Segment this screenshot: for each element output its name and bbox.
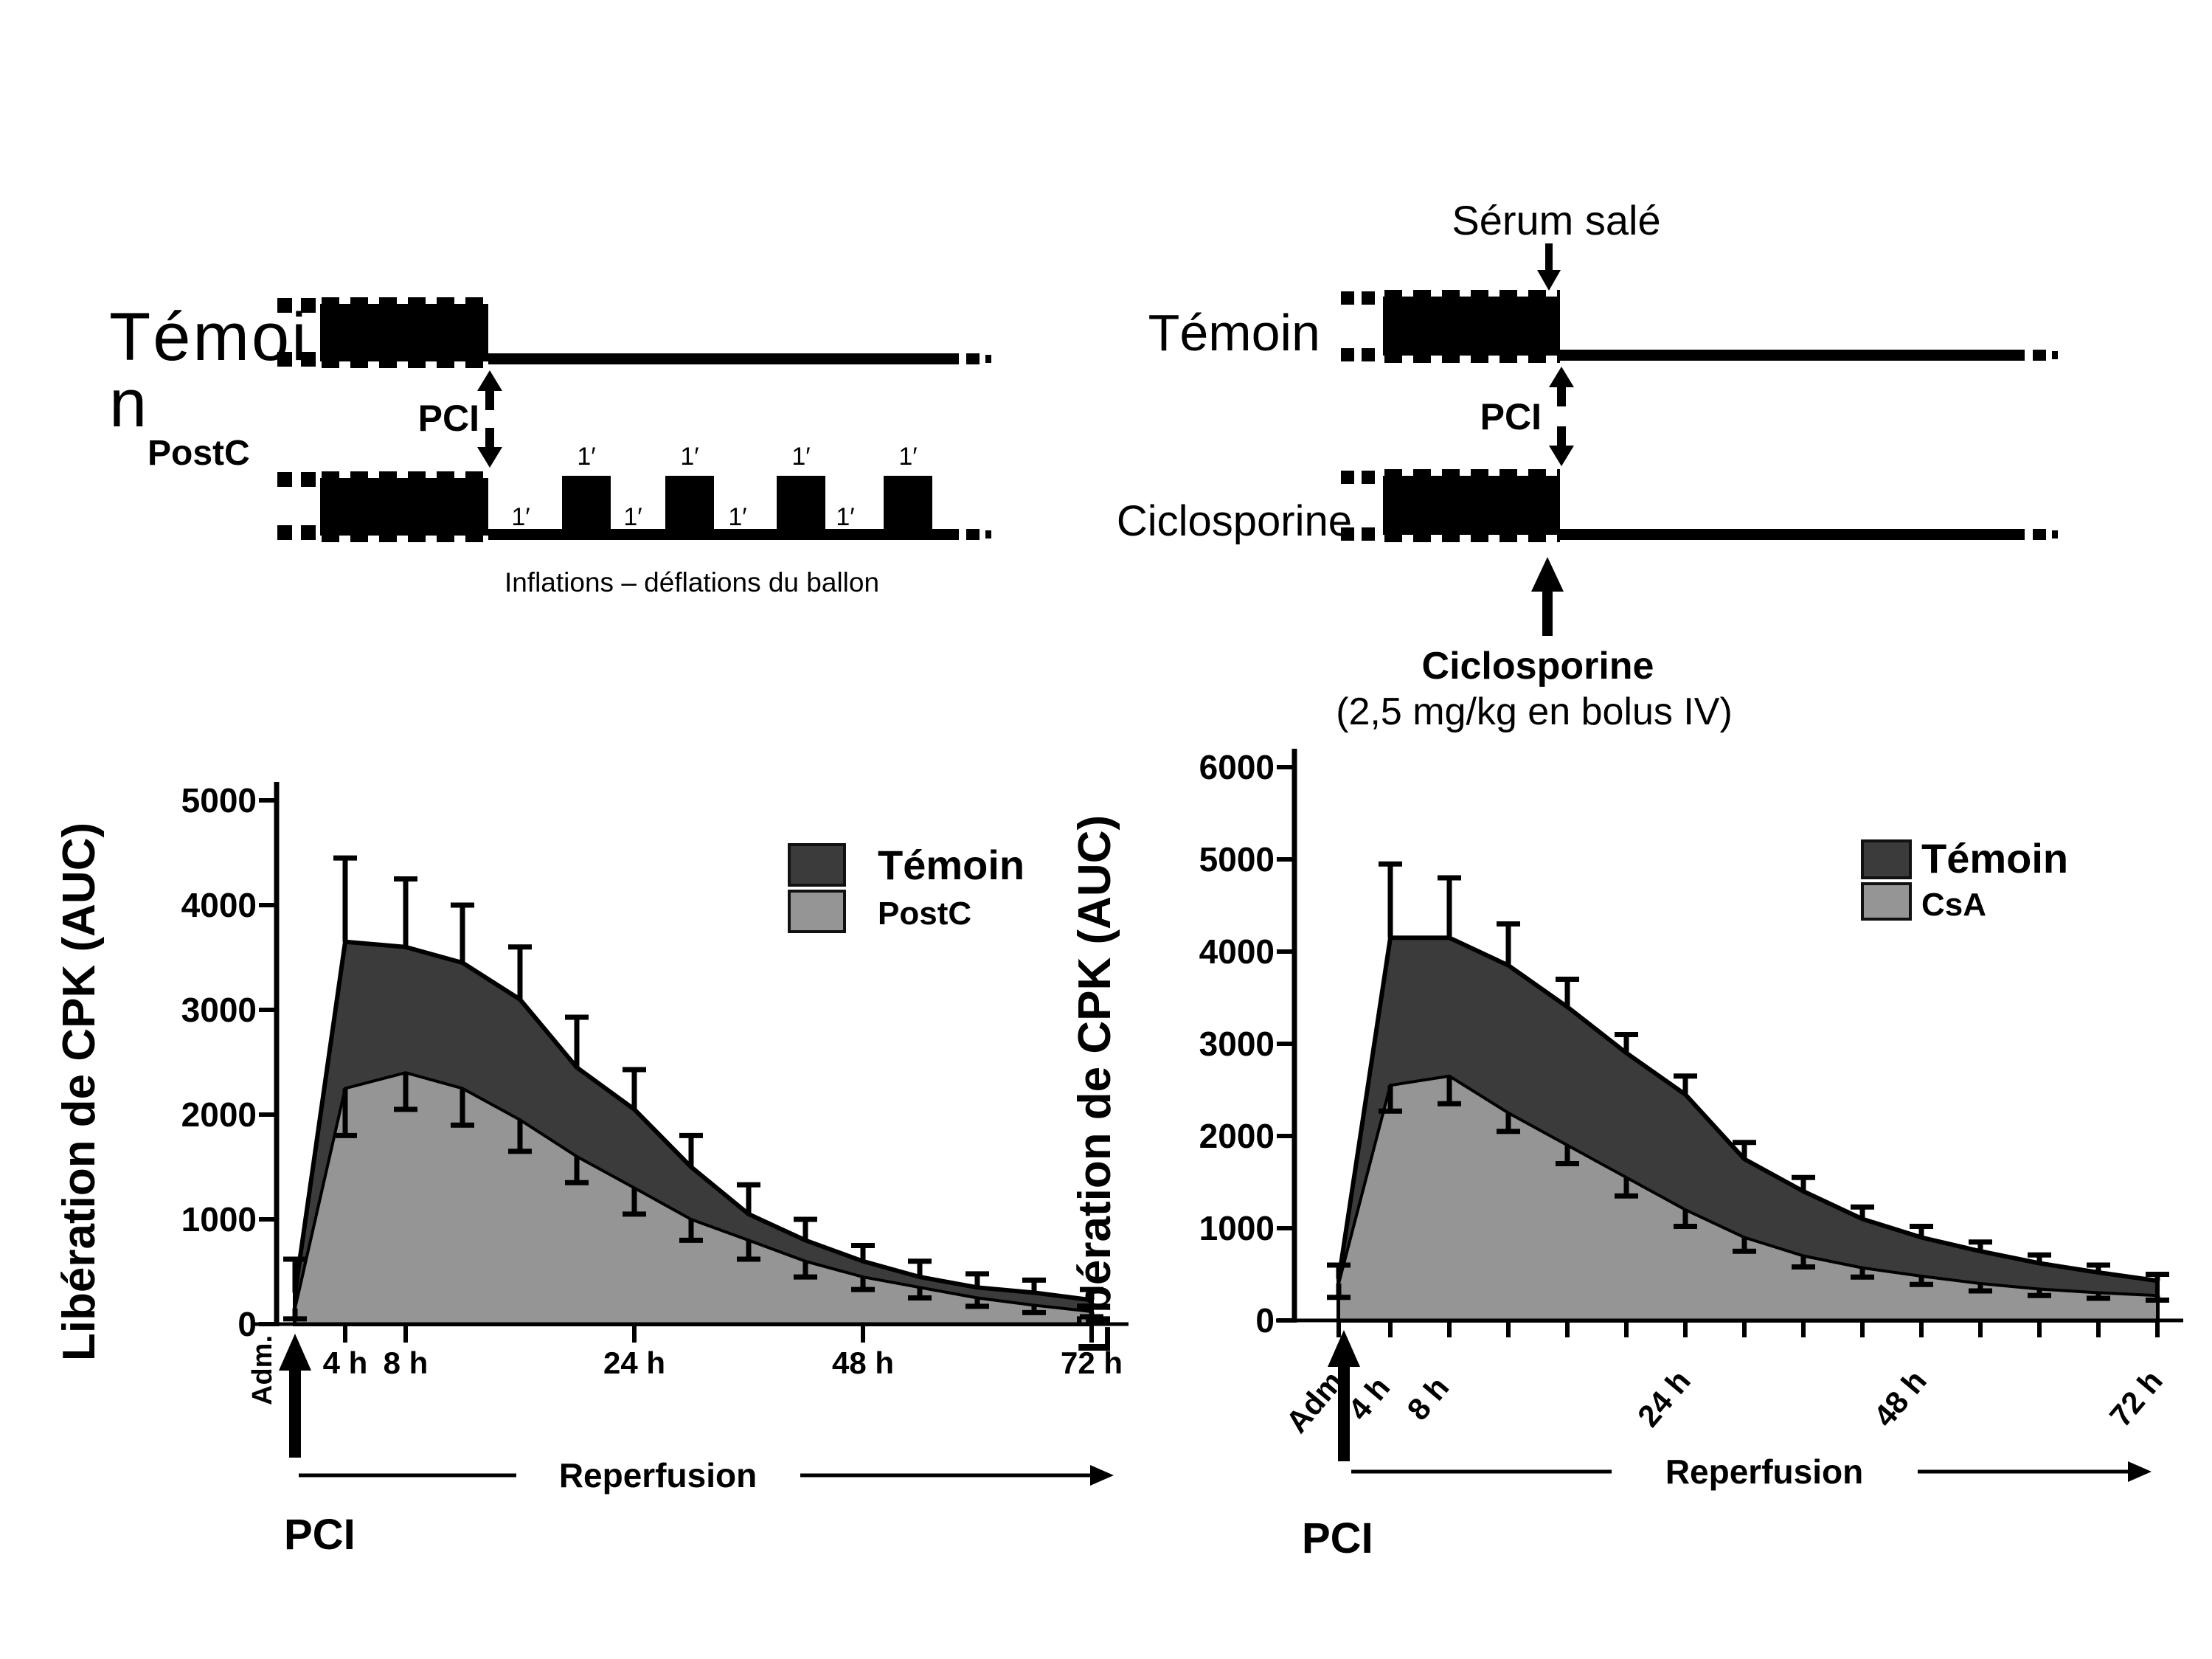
legend-swatch-csa — [1861, 882, 1912, 921]
x-tick-label: 24 h — [1631, 1363, 1697, 1433]
temoin-label-line2: n — [109, 366, 149, 441]
y-tick-label: 2000 — [181, 1095, 257, 1134]
inflation-pulse — [777, 476, 825, 529]
reperfusion-line — [488, 353, 959, 364]
area-series-treated — [1337, 1074, 2159, 1322]
legend: Témoin PostC — [788, 842, 1024, 933]
reperfusion-line — [1560, 529, 2025, 540]
x-tick-label: 48 h — [832, 1345, 894, 1380]
chart-areas — [293, 939, 1094, 1326]
legend-swatch-temoin — [788, 843, 846, 887]
reperfusion-label: Reperfusion — [1665, 1452, 1863, 1491]
ciclosporine-injection-arrow — [1531, 557, 1564, 636]
timeline-temoin-right — [1341, 290, 2058, 363]
pci-label-chart: PCI — [1302, 1514, 1373, 1562]
gap-duration-label: 1′ — [728, 503, 746, 531]
pulse-duration-label: 1′ — [577, 443, 595, 471]
pulse-duration-label: 1′ — [791, 443, 810, 471]
chart-areas — [1336, 935, 2160, 1323]
reperfusion-line — [488, 529, 959, 540]
drug-name-label: Ciclosporine — [1422, 645, 1654, 688]
reperfusion-label: Reperfusion — [559, 1456, 757, 1495]
area-series-treated — [294, 1071, 1093, 1326]
y-axis-label: Libération de CPK (AUC) — [54, 822, 105, 1361]
postc-label: PostC — [148, 434, 250, 473]
timeline-ciclosporine — [1341, 469, 2058, 542]
drug-dose-label: (2,5 mg/kg en bolus IV) — [1336, 690, 1733, 733]
timeline-temoin — [277, 297, 991, 368]
protocol-diagram-ciclosporine: Sérum salé Témoin PCI Ciclosporine — [1117, 197, 2058, 733]
y-axis-label: Libération de CPK (AUC) — [1069, 815, 1120, 1354]
y-tick-label: 4000 — [1199, 932, 1275, 971]
y-tick-label: 2000 — [1199, 1117, 1275, 1155]
occlusion-block — [320, 478, 488, 536]
y-tick-label: 0 — [238, 1305, 257, 1343]
y-tick-label: 3000 — [181, 991, 257, 1029]
y-tick-label: 5000 — [181, 781, 257, 820]
y-tick-label: 0 — [1255, 1301, 1275, 1340]
balloon-caption: Inflations – déflations du ballon — [505, 567, 879, 598]
protocol-diagram-postc: Témoi n PostC PCI — [109, 297, 991, 598]
x-tick-label: 24 h — [603, 1345, 665, 1380]
adm-label: Adm. — [247, 1335, 278, 1405]
legend-label-temoin: Témoin — [1921, 835, 2068, 882]
legend-swatch-postc — [788, 890, 846, 933]
y-axis-ticks: 0 1000 2000 3000 4000 5000 — [181, 781, 277, 1343]
x-tick-label: 72 h — [2103, 1363, 2169, 1433]
legend-label-postc: PostC — [878, 896, 971, 932]
gap-duration-label: 1′ — [623, 503, 642, 531]
temoin-label-line1: Témoi — [109, 299, 309, 375]
timeline-postc — [277, 471, 991, 542]
x-axis-ticks: 4 h 8 h 24 h 48 h 72 h — [323, 1326, 1123, 1380]
occlusion-block — [320, 304, 488, 361]
reperfusion-arrow — [299, 1465, 1114, 1486]
inflation-pulse — [562, 476, 611, 529]
y-tick-label: 3000 — [1199, 1025, 1275, 1063]
pci-arrow — [279, 1334, 311, 1458]
pci-double-arrow — [1549, 367, 1574, 466]
pci-arrow — [1328, 1330, 1360, 1461]
cpk-chart-postc: 0 1000 2000 3000 4000 5000 4 h 8 h 24 h 48 h 72 h… — [54, 781, 1128, 1559]
error-bars — [1327, 861, 2169, 1303]
y-tick-label: 4000 — [181, 886, 257, 924]
reperfusion-arrow — [1351, 1461, 2152, 1482]
error-bars — [283, 855, 1103, 1322]
chart-axes — [254, 782, 1128, 1326]
x-tick-label: 4 h — [323, 1345, 368, 1380]
legend: Témoin CsA — [1861, 835, 2068, 923]
legend-label-csa: CsA — [1921, 887, 1986, 923]
x-tick-label: 48 h — [1867, 1363, 1933, 1433]
reperfusion-line — [1560, 350, 2025, 361]
inflation-pulse — [884, 476, 932, 529]
legend-swatch-temoin — [1861, 839, 1912, 879]
occlusion-block — [1383, 476, 1560, 535]
x-tick-label: 72 h — [1061, 1345, 1123, 1380]
ciclosporine-row-label: Ciclosporine — [1117, 497, 1352, 545]
pci-label-chart: PCI — [284, 1511, 356, 1559]
pci-double-arrow — [477, 370, 502, 468]
serum-sale-label: Sérum salé — [1452, 197, 1660, 243]
pci-label-diagram: PCI — [418, 398, 479, 439]
legend-label-temoin: Témoin — [878, 842, 1024, 888]
y-tick-label: 6000 — [1199, 748, 1275, 786]
pulse-duration-label: 1′ — [898, 443, 917, 471]
pulse-duration-label: 1′ — [680, 443, 698, 471]
y-tick-label: 1000 — [1199, 1209, 1275, 1247]
y-axis-ticks: 0 1000 2000 3000 4000 5000 6000 — [1199, 748, 1294, 1340]
occlusion-block — [1383, 297, 1560, 356]
inflation-pulse — [665, 476, 714, 529]
x-tick-label: 8 h — [1400, 1370, 1455, 1427]
pci-label-diagram: PCI — [1480, 396, 1542, 437]
y-tick-label: 1000 — [181, 1200, 257, 1239]
gap-duration-label: 1′ — [836, 503, 854, 531]
serum-down-arrow — [1537, 243, 1561, 291]
temoin-row-label: Témoin — [1148, 304, 1320, 361]
x-tick-label: 8 h — [384, 1345, 429, 1380]
gap-duration-label: 1′ — [511, 503, 530, 531]
y-tick-label: 5000 — [1199, 840, 1275, 879]
